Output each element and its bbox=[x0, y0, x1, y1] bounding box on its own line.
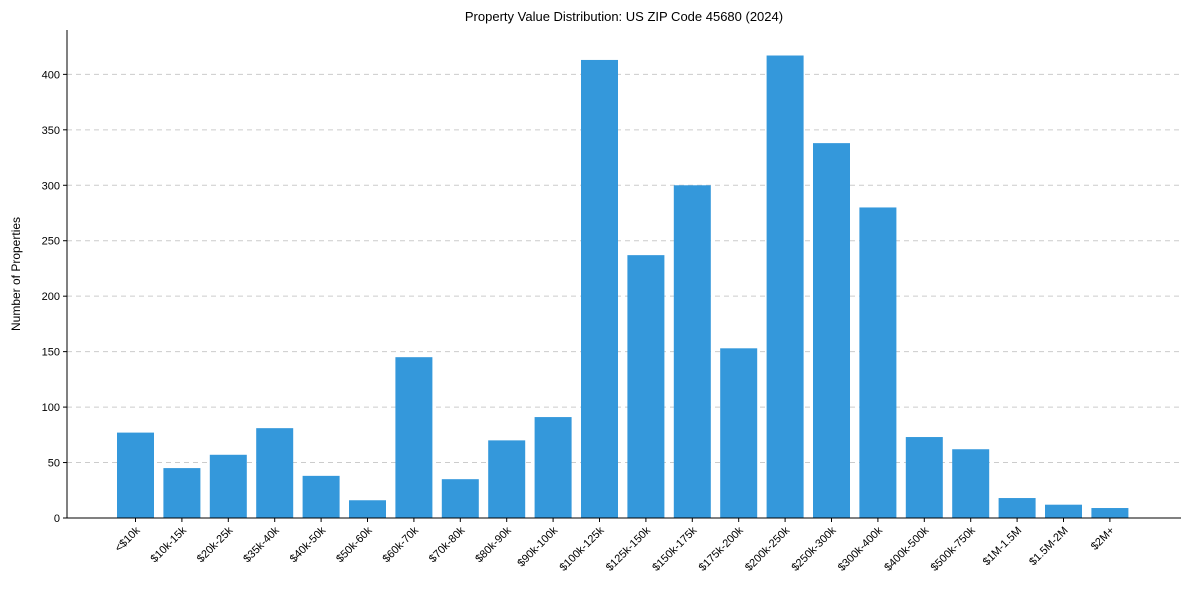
x-tick-label: <$10k bbox=[113, 524, 143, 554]
bar bbox=[534, 417, 572, 518]
y-ticks: 0 50 100 150 200 250 300 350 400 bbox=[42, 69, 67, 525]
bar bbox=[256, 428, 294, 518]
x-tick-label: $60k-70k bbox=[381, 524, 422, 565]
y-tick-label: 0 bbox=[54, 513, 60, 525]
bar bbox=[998, 498, 1036, 518]
x-tick-label: $400k-500k bbox=[882, 524, 931, 573]
y-tick-label: 350 bbox=[42, 125, 60, 137]
x-tick-label: $1.5M-2M bbox=[1027, 525, 1071, 569]
bar bbox=[766, 55, 804, 518]
gridlines bbox=[67, 73, 1181, 464]
x-tick-label: $175k-200k bbox=[697, 524, 746, 573]
chart-title: Property Value Distribution: US ZIP Code… bbox=[465, 9, 783, 24]
x-ticks: <$10k $10k-15k $20k-25k $35k-40k $40k-50k $50… bbox=[113, 518, 1117, 574]
bar bbox=[1045, 504, 1082, 518]
x-tick-label: $1M-1.5M bbox=[981, 525, 1025, 569]
bar bbox=[673, 185, 711, 519]
bar bbox=[488, 440, 526, 518]
x-tick-label: $500k-750k bbox=[929, 524, 978, 573]
x-tick-label: $2M+ bbox=[1089, 525, 1117, 553]
bar bbox=[441, 479, 479, 518]
x-tick-label: $300k-400k bbox=[836, 524, 885, 573]
y-tick-label: 150 bbox=[42, 347, 60, 359]
bar bbox=[302, 475, 340, 518]
x-tick-label: $250k-300k bbox=[789, 524, 838, 573]
axes bbox=[66, 30, 1181, 519]
x-tick-label: $20k-25k bbox=[195, 524, 236, 565]
x-tick-label: $150k-175k bbox=[650, 524, 699, 573]
bar bbox=[859, 207, 897, 519]
bar bbox=[720, 348, 758, 518]
x-tick-label: $70k-80k bbox=[427, 524, 468, 565]
x-tick-label: $125k-150k bbox=[604, 524, 653, 573]
bar bbox=[813, 143, 850, 519]
bar bbox=[627, 255, 665, 519]
y-tick-label: 250 bbox=[42, 236, 60, 248]
x-tick-label: $40k-50k bbox=[288, 524, 329, 565]
bar bbox=[349, 500, 386, 518]
x-tick-label: $80k-90k bbox=[473, 524, 514, 565]
bar bbox=[209, 454, 247, 518]
x-tick-label: $200k-250k bbox=[743, 524, 792, 573]
bar bbox=[395, 357, 433, 518]
y-tick-label: 400 bbox=[42, 69, 60, 81]
bars bbox=[117, 55, 1129, 519]
bar bbox=[905, 437, 943, 518]
x-tick-label: $10k-15k bbox=[149, 524, 190, 565]
y-tick-label: 200 bbox=[42, 291, 60, 303]
y-tick-label: 50 bbox=[48, 458, 60, 470]
x-tick-label: $50k-60k bbox=[334, 524, 375, 565]
x-tick-label: $100k-125k bbox=[557, 524, 606, 573]
x-tick-label: $35k-40k bbox=[241, 524, 282, 565]
bar bbox=[163, 468, 201, 518]
x-tick-label: $90k-100k bbox=[515, 524, 560, 569]
y-tick-label: 100 bbox=[42, 402, 60, 414]
bar bbox=[1091, 508, 1129, 518]
y-axis-label: Number of Properties bbox=[9, 217, 23, 331]
bar bbox=[952, 449, 990, 518]
y-tick-label: 300 bbox=[42, 180, 60, 192]
bar bbox=[581, 59, 618, 518]
bar bbox=[117, 432, 154, 518]
